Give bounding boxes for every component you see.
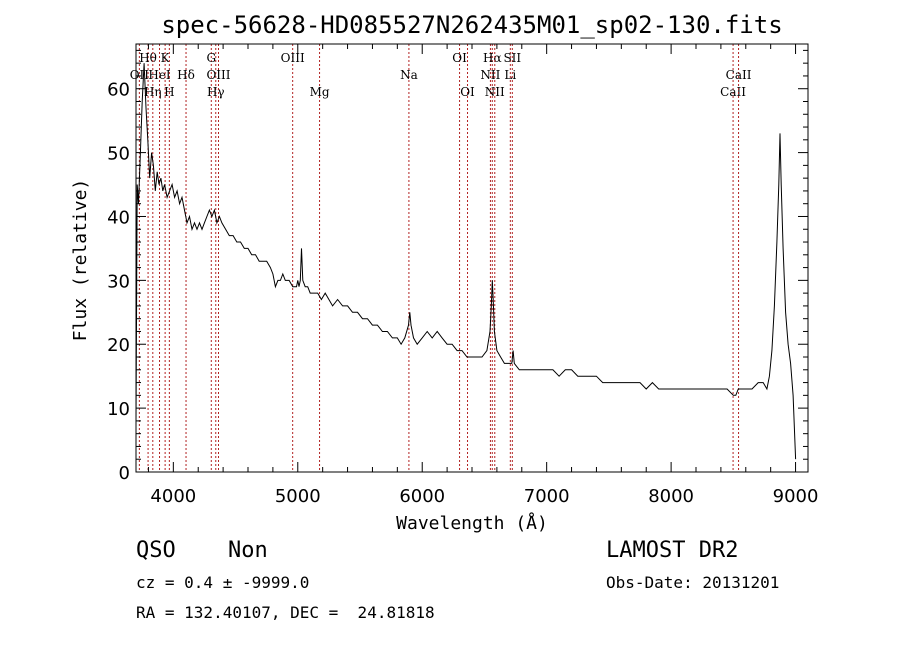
survey-name: LAMOST DR2 bbox=[606, 538, 739, 563]
line-marker-label: K bbox=[161, 51, 171, 65]
line-marker-label: SII bbox=[503, 51, 521, 65]
line-marker-label: OI bbox=[452, 51, 467, 65]
y-axis-ticks: 0 10 20 30 40 50 60 bbox=[107, 49, 808, 484]
chart-title: spec-56628-HD085527N262435M01_sp02-130.f… bbox=[161, 11, 782, 39]
y-tick-label: 30 bbox=[107, 271, 130, 292]
line-marker-label: Hα bbox=[483, 51, 502, 65]
line-marker-label: OIII bbox=[206, 68, 230, 82]
y-tick-label: 60 bbox=[107, 80, 130, 101]
x-tick-label: 6000 bbox=[399, 486, 445, 507]
x-tick-label: 9000 bbox=[773, 486, 819, 507]
line-marker-label: Hη bbox=[144, 85, 162, 99]
line-marker-label: H bbox=[164, 85, 174, 99]
x-tick-label: 4000 bbox=[150, 486, 196, 507]
line-marker-label: HeI bbox=[148, 68, 171, 82]
line-marker-label: CaII bbox=[726, 68, 752, 82]
line-markers: OII Hθ Hη HeI K HHδ G Hγ OIII OIII Mg Na OI OI NII Hα NI… bbox=[130, 44, 752, 472]
line-marker-label: Hγ bbox=[207, 85, 225, 99]
y-axis-label: Flux (relative) bbox=[70, 179, 91, 342]
line-marker-label: Li bbox=[504, 68, 516, 82]
x-tick-label: 8000 bbox=[648, 486, 694, 507]
line-marker-label: Mg bbox=[310, 85, 330, 99]
plot-frame bbox=[135, 43, 809, 473]
x-axis-label: Wavelength (Å) bbox=[396, 512, 548, 534]
coordinates: RA = 132.40107, DEC = 24.81818 bbox=[136, 603, 435, 622]
x-tick-label: 5000 bbox=[275, 486, 321, 507]
y-tick-label: 10 bbox=[107, 399, 130, 420]
y-tick-label: 40 bbox=[107, 207, 130, 228]
x-axis-ticks: 4000 5000 6000 7000 8000 9000 bbox=[147, 44, 819, 507]
spectrum-chart: spec-56628-HD085527N262435M01_sp02-130.f… bbox=[70, 11, 819, 534]
line-marker-label: OI bbox=[460, 85, 475, 99]
observation-date: Obs-Date: 20131201 bbox=[606, 573, 780, 592]
line-marker-label: Na bbox=[400, 68, 418, 82]
line-marker-label: OII bbox=[130, 68, 150, 82]
line-marker-label: NII bbox=[485, 85, 505, 99]
object-subclass: Non bbox=[228, 538, 268, 563]
line-marker-label: Hδ bbox=[177, 68, 195, 82]
redshift-info: cz = 0.4 ± -9999.0 bbox=[136, 573, 310, 592]
line-marker-label: OIII bbox=[281, 51, 305, 65]
spectrum-line bbox=[135, 63, 797, 460]
y-tick-label: 0 bbox=[119, 463, 130, 484]
line-marker-label: G bbox=[206, 51, 216, 65]
object-class: QSO bbox=[136, 538, 176, 563]
y-tick-label: 20 bbox=[107, 335, 130, 356]
x-tick-label: 7000 bbox=[524, 486, 570, 507]
line-marker-label: NII bbox=[480, 68, 500, 82]
y-tick-label: 50 bbox=[107, 144, 130, 165]
line-marker-label: CaII bbox=[720, 85, 746, 99]
line-marker-label: Hθ bbox=[139, 51, 157, 65]
